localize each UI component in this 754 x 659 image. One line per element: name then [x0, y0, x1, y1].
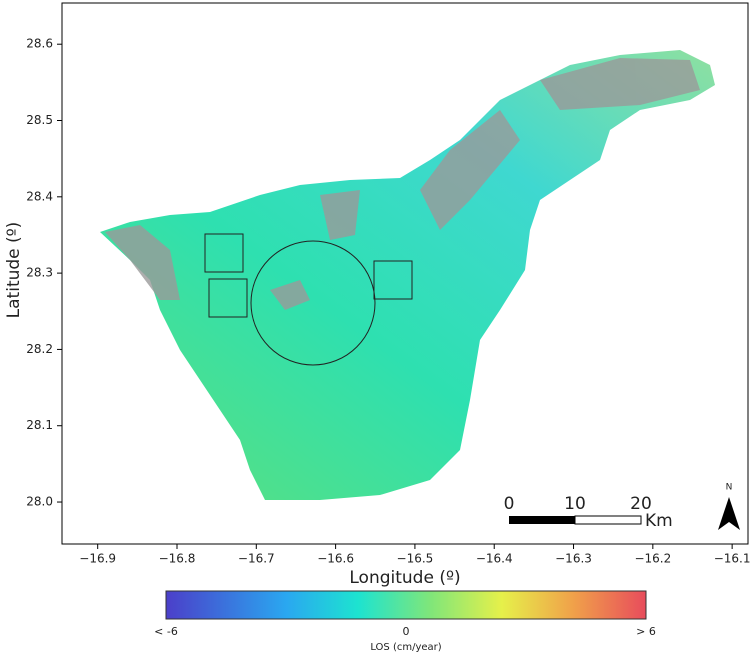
scale-bar [509, 516, 575, 524]
x-axis-title: Longitude (º) [349, 568, 460, 588]
colorbar-label: > 6 [636, 625, 656, 638]
scale-unit: Km [645, 511, 673, 531]
y-tick-label: 28.3 [26, 266, 53, 280]
caldera-circle [250, 240, 376, 366]
y-tick-label: 28.2 [26, 342, 53, 356]
y-tick-label: 28.0 [26, 495, 53, 509]
scale-label: 0 [504, 494, 515, 514]
colorbar [165, 590, 647, 620]
x-tick-label: −16.4 [476, 552, 513, 566]
x-tick-label: −16.8 [159, 552, 196, 566]
study-box [204, 233, 244, 273]
scale-bar [574, 515, 642, 525]
study-box [373, 260, 413, 300]
north-arrow [718, 497, 740, 530]
relief [105, 58, 700, 310]
study-box [208, 278, 248, 318]
x-tick-label: −16.5 [397, 552, 434, 566]
x-tick-label: −16.7 [238, 552, 275, 566]
x-tick-label: −16.3 [555, 552, 592, 566]
colorbar-title: LOS (cm/year) [370, 642, 441, 653]
y-tick-label: 28.6 [26, 37, 53, 51]
x-tick-label: −16.6 [317, 552, 354, 566]
x-tick-label: −16.2 [634, 552, 671, 566]
island [100, 50, 715, 500]
north-label: N [726, 483, 733, 493]
colorbar-label: < -6 [154, 625, 178, 638]
y-axis-title: Latitude (º) [4, 222, 24, 319]
scale-label: 10 [564, 494, 586, 514]
y-tick-label: 28.1 [26, 418, 53, 432]
y-tick-label: 28.5 [26, 113, 53, 127]
y-tick-label: 28.4 [26, 189, 53, 203]
scale-label: 20 [630, 494, 652, 514]
x-tick-label: −16.9 [79, 552, 116, 566]
colorbar-label: 0 [403, 625, 410, 638]
x-tick-label: −16.1 [714, 552, 751, 566]
